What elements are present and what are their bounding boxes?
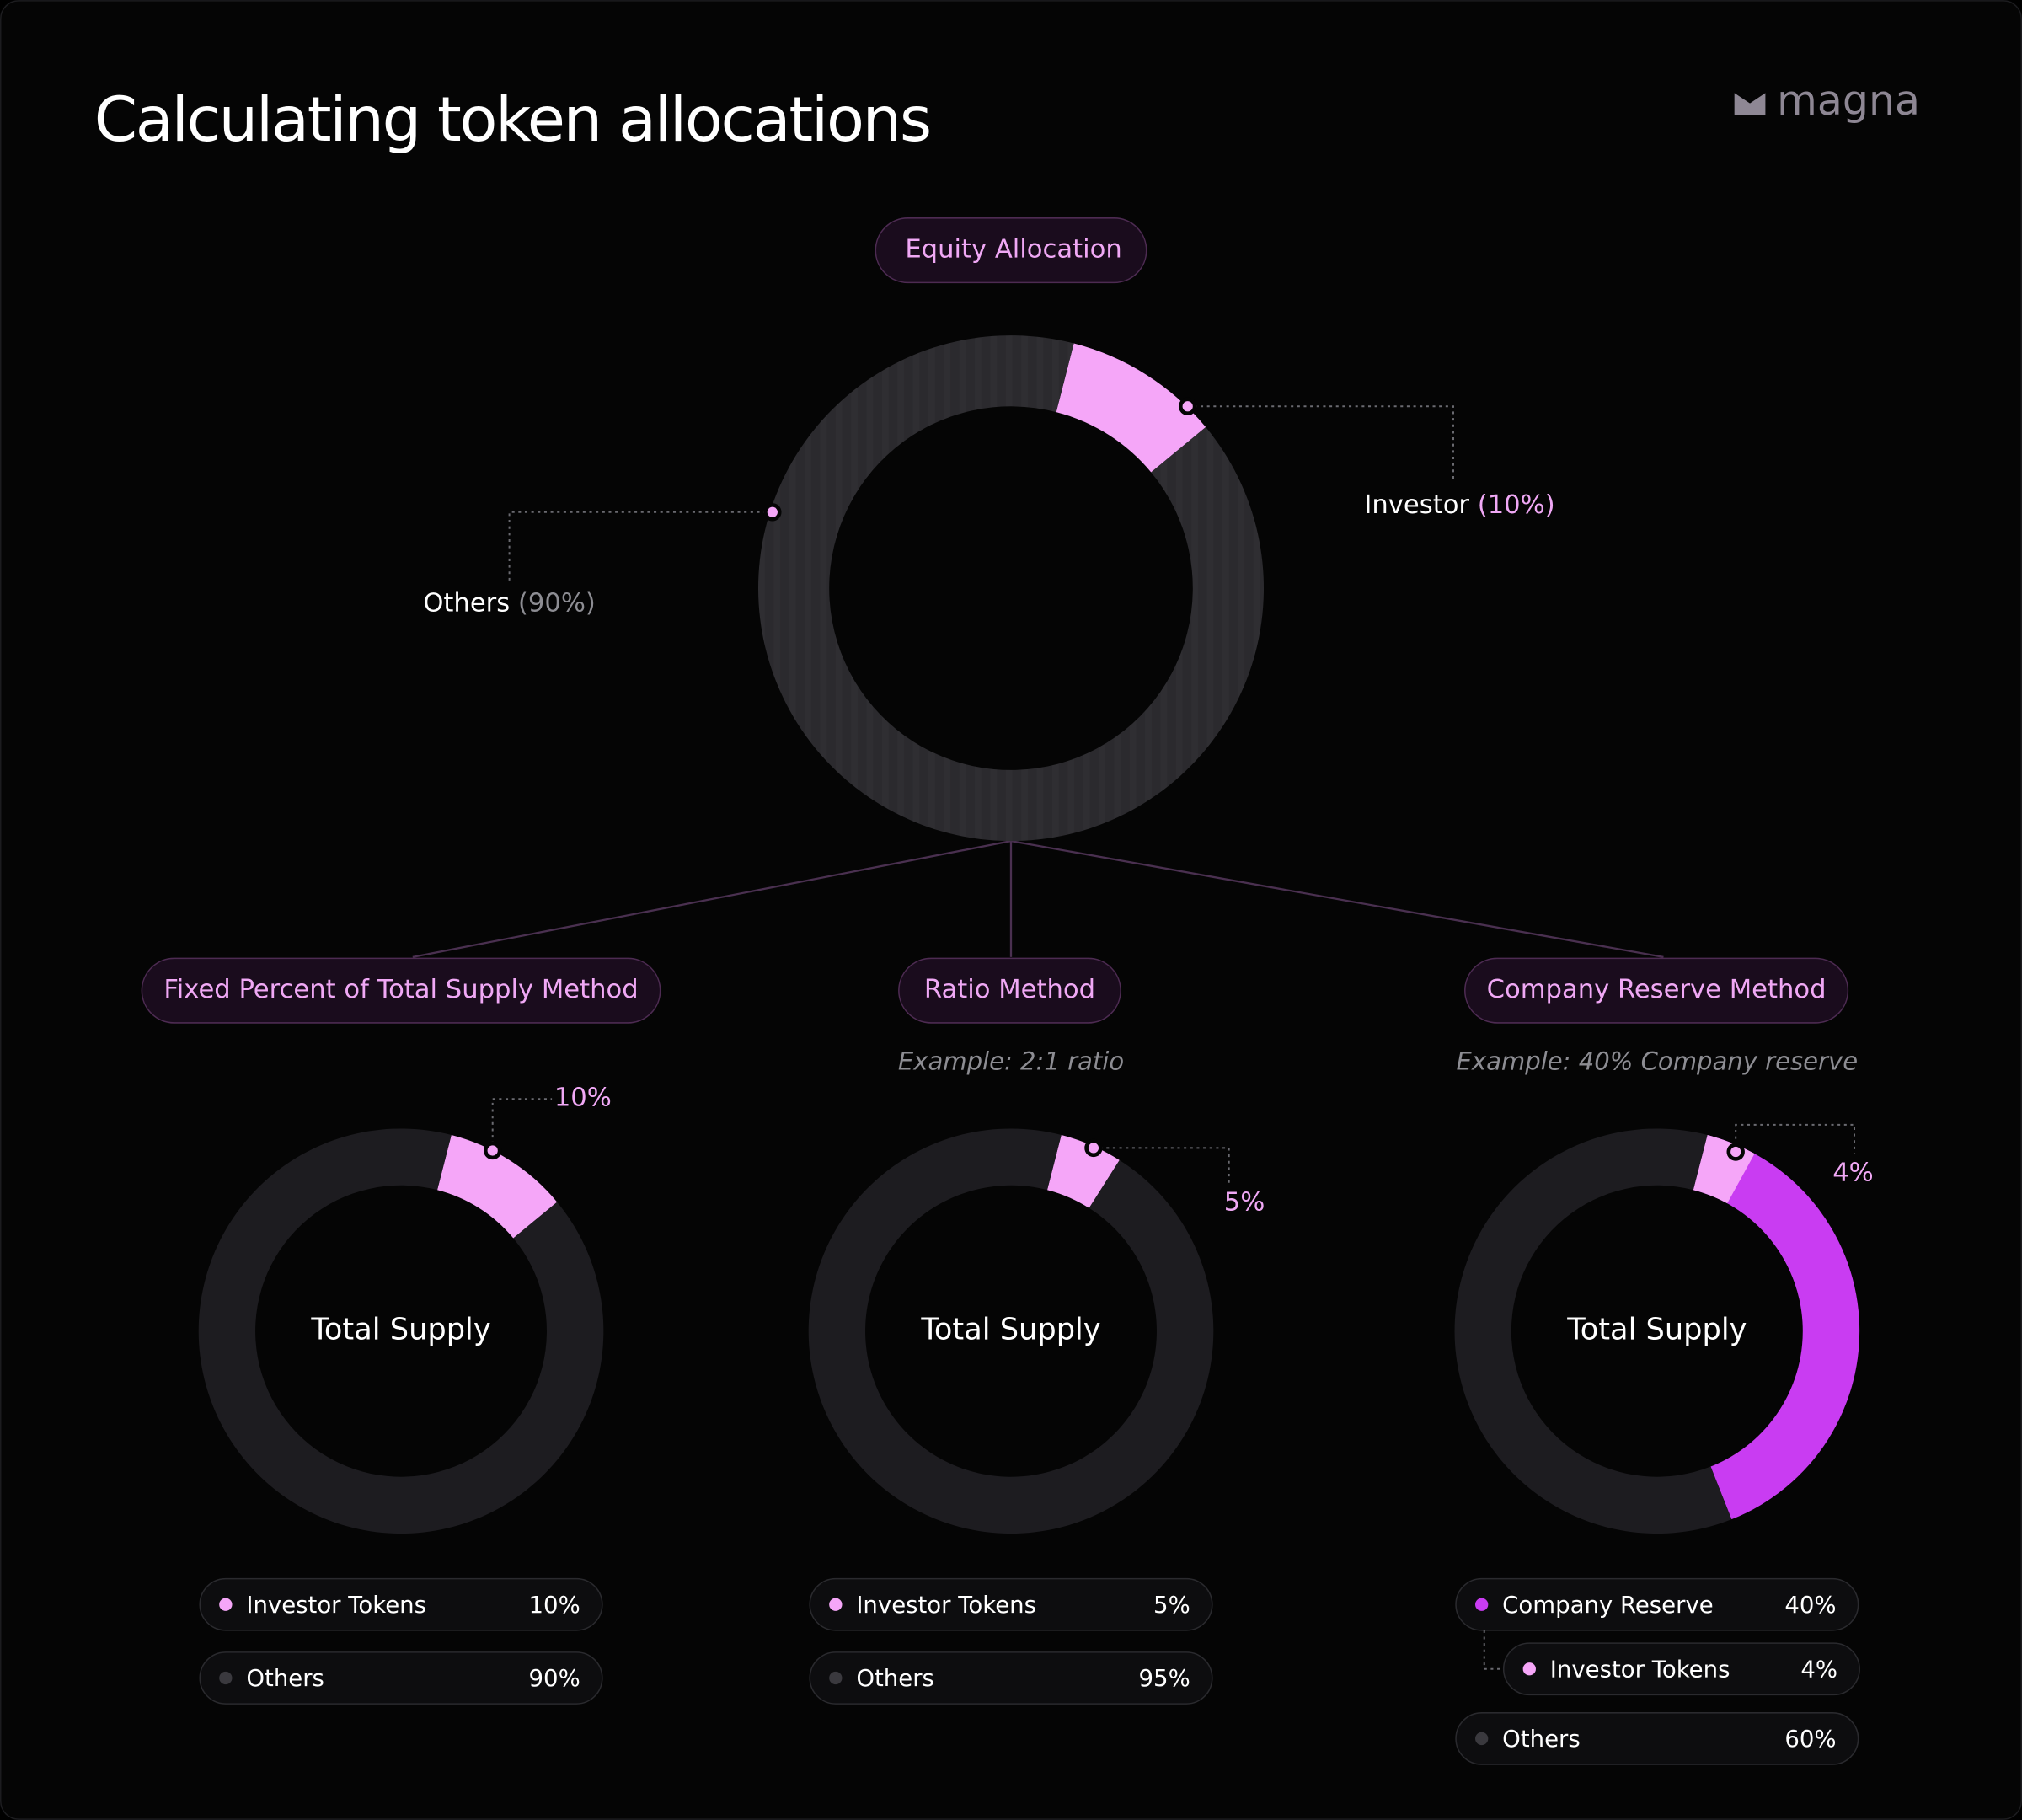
callout-dot: [487, 1145, 498, 1156]
legend-dot: [829, 1671, 842, 1685]
callout-value: 4%: [1832, 1159, 1874, 1188]
investor-callout: Investor (10%): [1364, 490, 1554, 520]
legend-row: [1455, 1712, 1859, 1765]
legend-value: 95%: [1139, 1665, 1190, 1692]
slice-name: Investor: [1364, 490, 1469, 520]
legend-dot: [1475, 1598, 1489, 1611]
method-example: Example: 2:1 ratio: [898, 1046, 1124, 1075]
method-label: Fixed Percent of Total Supply Method: [163, 975, 638, 1004]
donut-slice: [1047, 1134, 1120, 1208]
legend-name: Others: [1502, 1726, 1581, 1753]
legend-value: 40%: [1784, 1592, 1836, 1619]
legend-value: 5%: [1153, 1592, 1190, 1619]
others-callout: Others (90%): [423, 588, 596, 618]
donut-slice: [1454, 1128, 1732, 1534]
legend-name: Company Reserve: [1502, 1592, 1714, 1619]
donut-center: Total Supply: [310, 1313, 490, 1347]
legend-row: [1455, 1577, 1859, 1631]
legend-dot: [219, 1598, 233, 1611]
legend-dot: [1475, 1732, 1489, 1746]
callout-value: 10%: [554, 1084, 612, 1113]
callout-line: [1187, 405, 1454, 480]
connectors: [412, 839, 1664, 958]
callout-line: [508, 511, 773, 583]
slice-name: Others: [423, 588, 510, 618]
legend-name: Investor Tokens: [856, 1592, 1036, 1619]
connector: [1010, 839, 1664, 958]
callout-value: 5%: [1224, 1188, 1265, 1218]
legend-value: 60%: [1784, 1726, 1836, 1753]
slice-label: (90%): [518, 588, 596, 618]
donut-slice: [1693, 1134, 1860, 1520]
brand-logo: magna: [1734, 77, 1920, 125]
legend-row: [1502, 1642, 1860, 1696]
method-example: Example: 40% Company reserve: [1457, 1046, 1859, 1075]
legend-dot: [219, 1671, 233, 1685]
legend-row: [809, 1577, 1213, 1631]
legend-value: 4%: [1800, 1656, 1837, 1683]
callout-line: [1735, 1123, 1856, 1155]
title: Calculating token allocations: [94, 84, 930, 156]
donut-center: Total Supply: [1566, 1313, 1747, 1347]
callout-line: [1093, 1147, 1230, 1185]
legend-name: Others: [246, 1665, 324, 1692]
legend-name: Investor Tokens: [1550, 1656, 1730, 1683]
method-pill: [898, 957, 1121, 1024]
legend-dot: [1522, 1662, 1536, 1676]
legend-row: [199, 1577, 603, 1631]
legend-row: [199, 1651, 603, 1705]
callout-dot: [1730, 1146, 1741, 1158]
callout-dot: [1182, 401, 1193, 412]
legend-row: [809, 1651, 1213, 1705]
legend-value: 90%: [529, 1665, 580, 1692]
legend-value: 10%: [529, 1592, 580, 1619]
callout-dot: [767, 506, 778, 517]
donut-slice: [1056, 343, 1206, 473]
connector: [412, 839, 1012, 958]
nest-line: [1483, 1630, 1504, 1670]
slice-label: (10%): [1478, 490, 1555, 520]
legend-name: Others: [856, 1665, 934, 1692]
method-label: Company Reserve Method: [1487, 975, 1827, 1004]
equity-pill: [875, 217, 1147, 284]
donut-slice: [437, 1134, 558, 1239]
method-pill: [1464, 957, 1849, 1024]
callout-dot: [1088, 1143, 1099, 1154]
equity-label: Equity Allocation: [905, 235, 1121, 265]
brand-icon: [1734, 93, 1766, 115]
method-pill: [141, 957, 661, 1024]
brand-name: magna: [1777, 77, 1920, 125]
legend-name: Investor Tokens: [246, 1592, 426, 1619]
donut-center: Total Supply: [920, 1313, 1100, 1347]
method-label: Ratio Method: [924, 975, 1095, 1004]
legend-dot: [829, 1598, 842, 1611]
